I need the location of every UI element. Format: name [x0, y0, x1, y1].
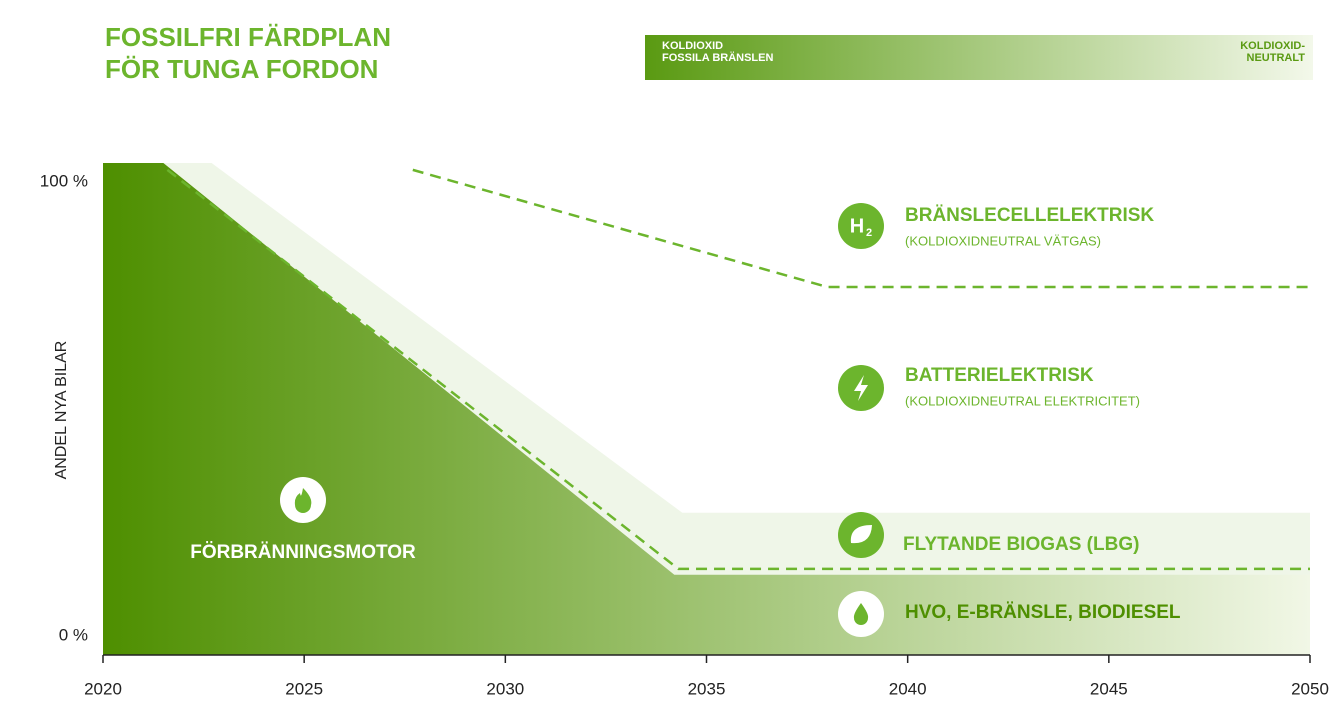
annotation-sub: (KOLDIOXIDNEUTRAL VÄTGAS) — [905, 233, 1101, 248]
title: FOSSILFRI FÄRDPLAN — [105, 22, 391, 52]
annotation: HVO, E-BRÄNSLE, BIODIESEL — [905, 602, 1181, 623]
area — [103, 163, 1310, 655]
x-tick-label: 2035 — [688, 679, 726, 698]
annotation: FÖRBRÄNNINGSMOTOR — [190, 542, 416, 563]
x-tick-label: 2050 — [1291, 679, 1329, 698]
scale-bar — [645, 35, 1313, 80]
x-tick-label: 2025 — [285, 679, 323, 698]
y-tick-label: 0 % — [59, 625, 88, 644]
icon-circle — [838, 203, 884, 249]
icon — [294, 488, 312, 513]
x-tick-label: 2045 — [1090, 679, 1128, 698]
scale-label: KOLDIOXID- — [1240, 40, 1305, 52]
annotation: FLYTANDE BIOGAS (LBG) — [903, 534, 1139, 555]
icon — [854, 375, 868, 401]
scale-label: FOSSILA BRÄNSLEN — [662, 51, 773, 64]
y-tick-label: 100 % — [40, 171, 88, 190]
y-axis-label: ANDEL NYA BILAR — [53, 341, 70, 480]
annotation: BATTERIELEKTRISK — [905, 365, 1094, 386]
annotation: BRÄNSLECELLELEKTRISK — [905, 205, 1154, 226]
icon-text: H — [850, 215, 864, 237]
scale-label: NEUTRALT — [1247, 52, 1306, 64]
x-tick-label: 2040 — [889, 679, 927, 698]
icon-text: 2 — [866, 227, 872, 239]
dashed-line — [166, 168, 1310, 571]
x-tick-label: 2030 — [486, 679, 524, 698]
title: FÖR TUNGA FORDON — [105, 54, 378, 84]
scale-label: KOLDIOXID — [662, 40, 723, 52]
icon — [850, 525, 872, 544]
annotation-sub: (KOLDIOXIDNEUTRAL ELEKTRICITET) — [905, 393, 1140, 408]
x-tick-label: 2020 — [84, 679, 122, 698]
icon — [853, 603, 869, 625]
